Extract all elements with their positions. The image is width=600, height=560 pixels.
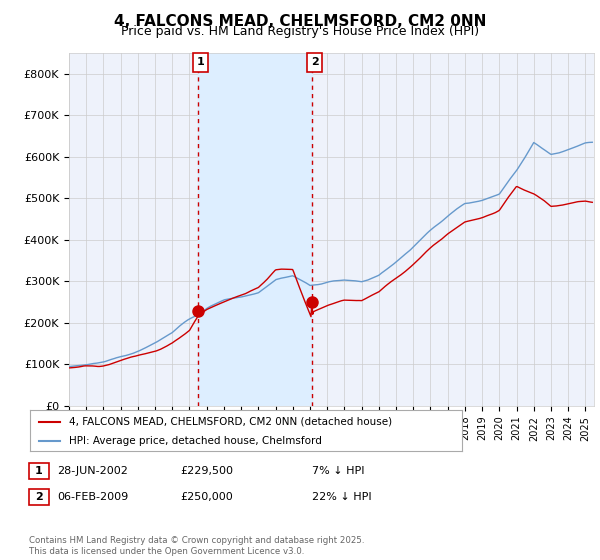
Text: 2: 2 [35, 492, 43, 502]
Text: 22% ↓ HPI: 22% ↓ HPI [312, 492, 371, 502]
Text: 1: 1 [197, 58, 205, 67]
Text: £250,000: £250,000 [180, 492, 233, 502]
Text: £229,500: £229,500 [180, 466, 233, 476]
Text: 4, FALCONS MEAD, CHELMSFORD, CM2 0NN (detached house): 4, FALCONS MEAD, CHELMSFORD, CM2 0NN (de… [69, 417, 392, 427]
Text: HPI: Average price, detached house, Chelmsford: HPI: Average price, detached house, Chel… [69, 436, 322, 446]
Text: 06-FEB-2009: 06-FEB-2009 [57, 492, 128, 502]
Text: 1: 1 [35, 466, 43, 476]
Text: Price paid vs. HM Land Registry's House Price Index (HPI): Price paid vs. HM Land Registry's House … [121, 25, 479, 38]
Text: 2: 2 [311, 58, 319, 67]
Text: 28-JUN-2002: 28-JUN-2002 [57, 466, 128, 476]
Text: 4, FALCONS MEAD, CHELMSFORD, CM2 0NN: 4, FALCONS MEAD, CHELMSFORD, CM2 0NN [114, 14, 486, 29]
Text: 7% ↓ HPI: 7% ↓ HPI [312, 466, 365, 476]
Bar [198, 53, 311, 406]
Text: Contains HM Land Registry data © Crown copyright and database right 2025.
This d: Contains HM Land Registry data © Crown c… [29, 536, 364, 556]
